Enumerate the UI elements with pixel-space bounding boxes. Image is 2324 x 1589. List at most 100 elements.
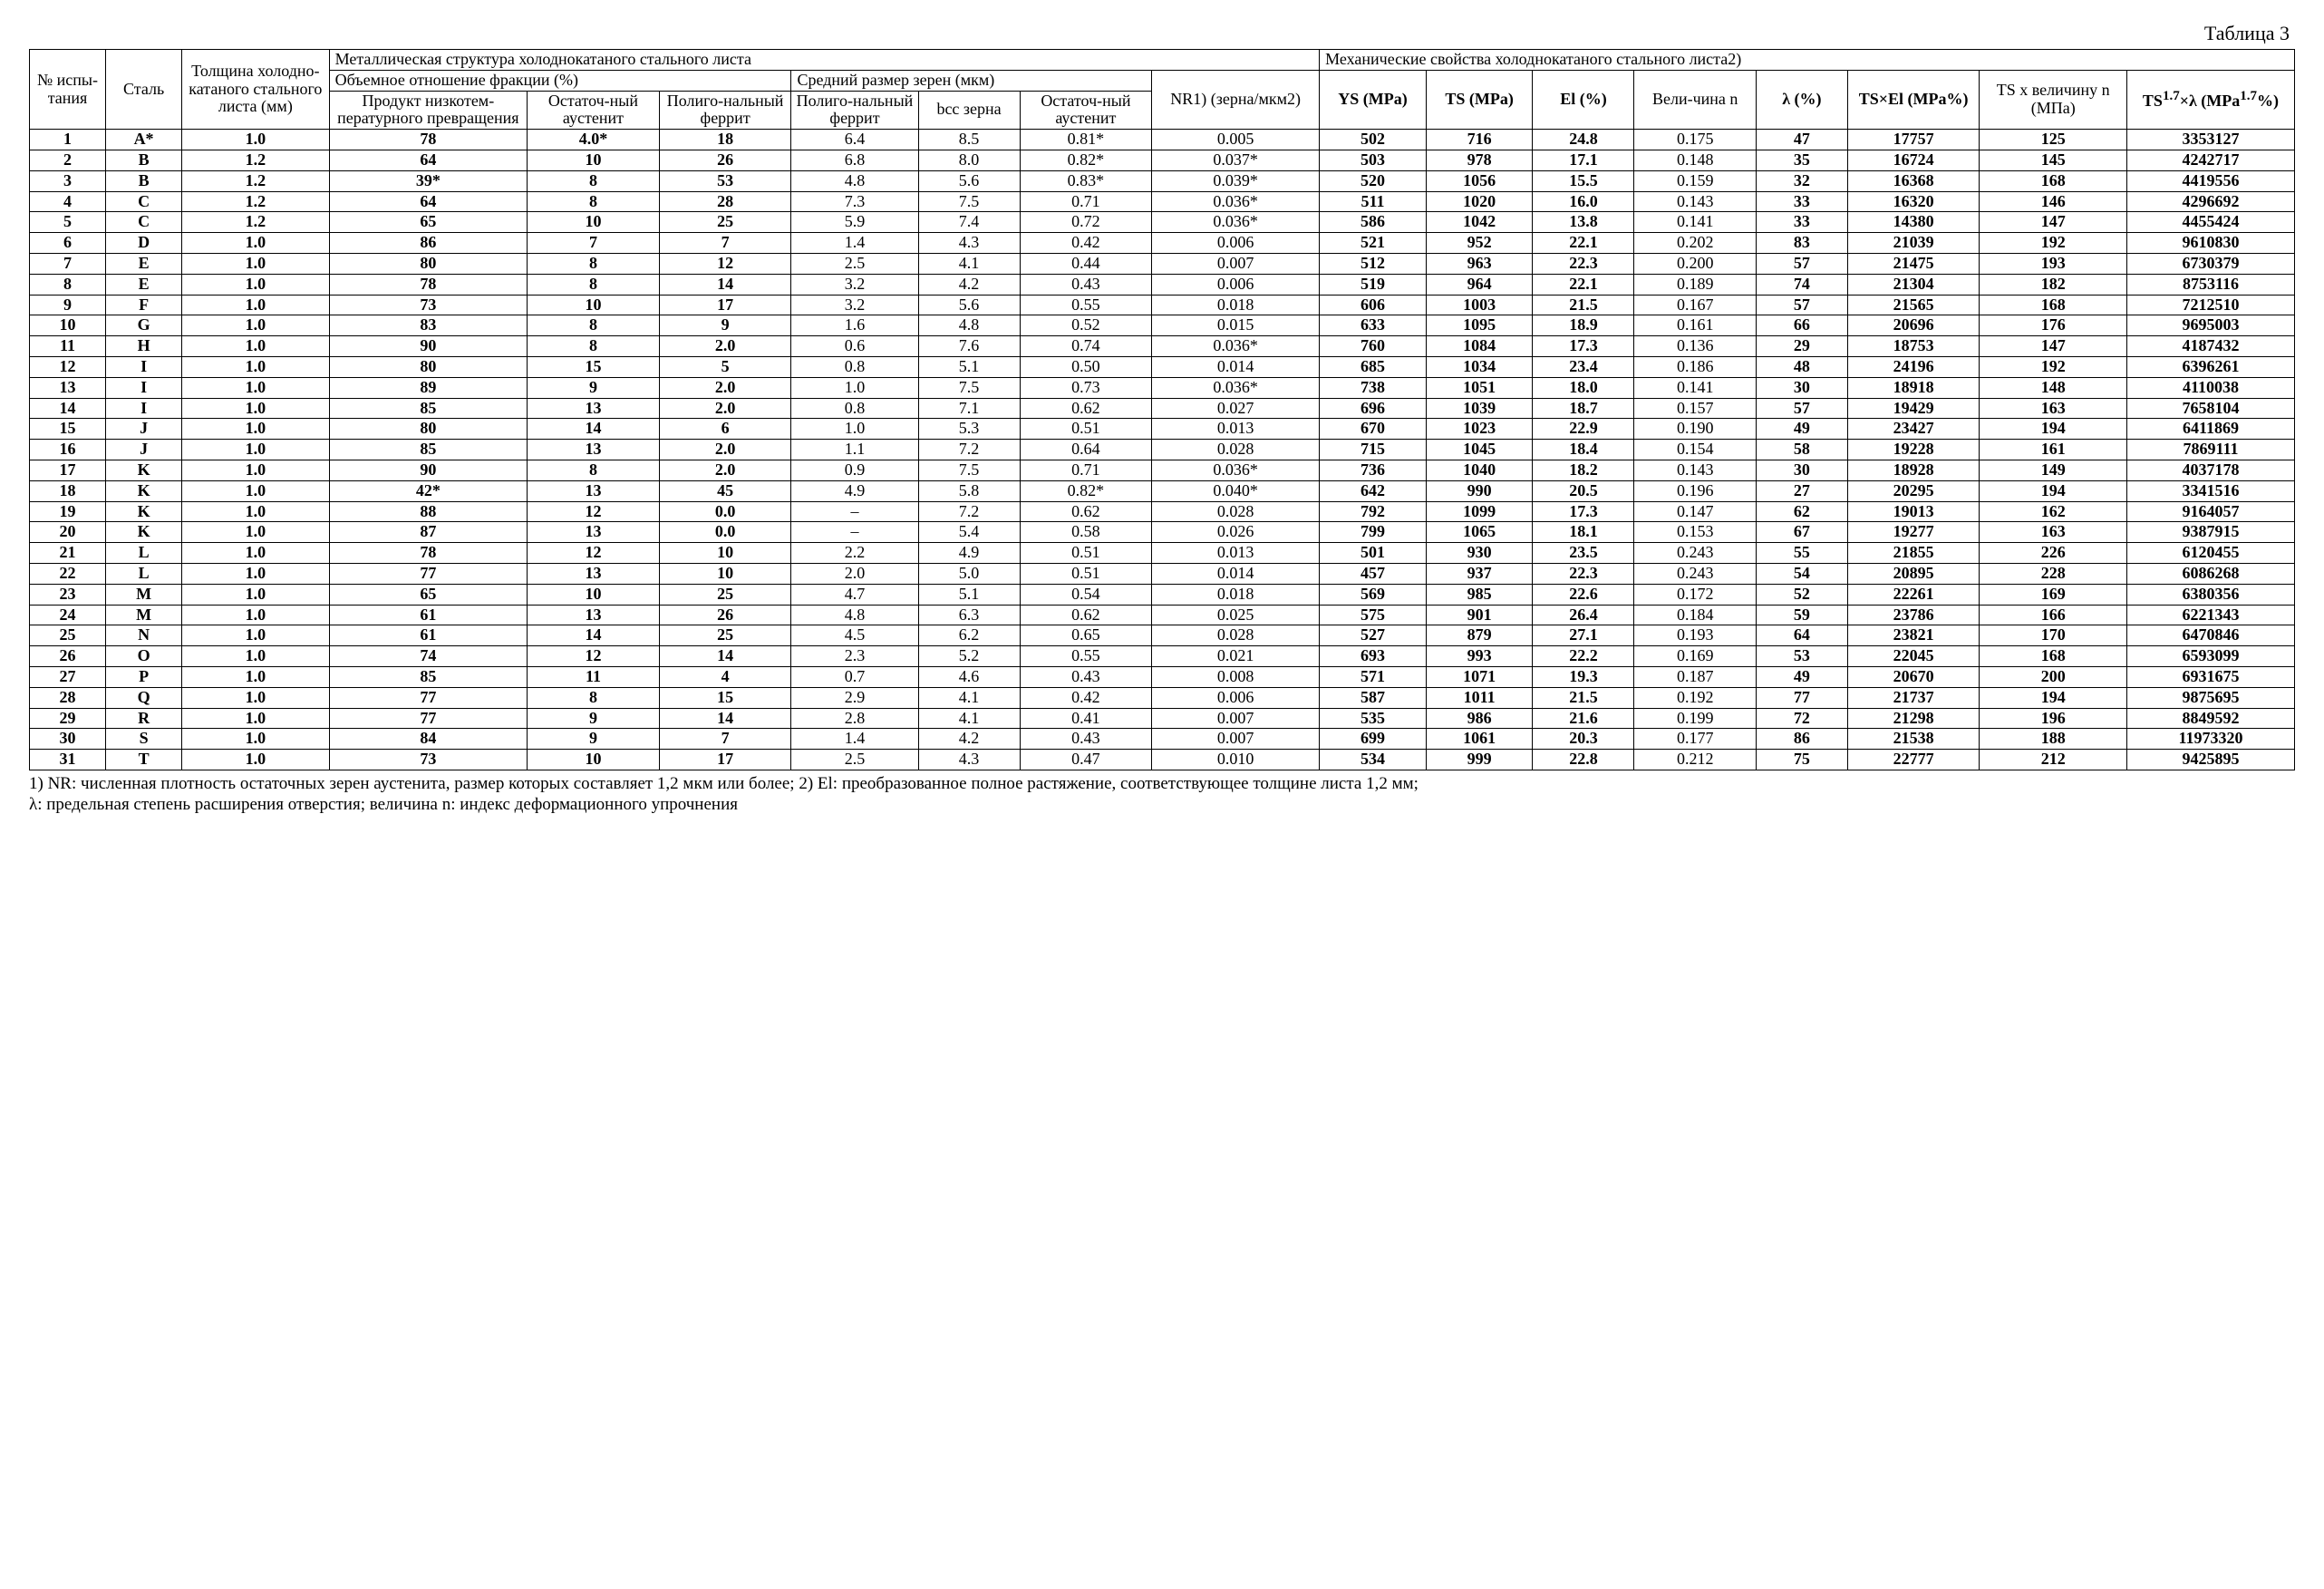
cell-steel: K	[106, 522, 182, 543]
cell-nr: 0.013	[1152, 419, 1320, 440]
cell-tsel: 22045	[1847, 646, 1980, 667]
cell-p: 88	[329, 501, 528, 522]
cell-lam: 57	[1756, 398, 1847, 419]
cell-nr: 0.025	[1152, 605, 1320, 625]
hdr-el: El (%)	[1533, 70, 1634, 129]
cell-n: 29	[30, 708, 106, 729]
cell-n: 2	[30, 150, 106, 170]
cell-tsn: 228	[1980, 563, 2126, 584]
cell-tsl: 9610830	[2126, 233, 2294, 254]
table-row: 24M1.06113264.86.30.620.02557590126.40.1…	[30, 605, 2295, 625]
cell-el: 23.5	[1533, 543, 1634, 564]
hdr-test-no: № испы-тания	[30, 50, 106, 130]
cell-steel: H	[106, 336, 182, 357]
cell-ts: 1071	[1426, 666, 1533, 687]
cell-ts: 1045	[1426, 440, 1533, 460]
table-row: 7E1.0808122.54.10.440.00751296322.30.200…	[30, 253, 2295, 274]
cell-th: 1.0	[182, 522, 329, 543]
cell-th: 1.0	[182, 543, 329, 564]
cell-ys: 736	[1320, 460, 1427, 480]
cell-tsel: 19228	[1847, 440, 1980, 460]
table-row: 12I1.0801550.85.10.500.014685103423.40.1…	[30, 356, 2295, 377]
cell-n: 10	[30, 315, 106, 336]
cell-ys: 521	[1320, 233, 1427, 254]
cell-tsel: 18918	[1847, 377, 1980, 398]
cell-lam: 33	[1756, 191, 1847, 212]
cell-el: 20.3	[1533, 729, 1634, 750]
cell-ra: 8	[528, 460, 660, 480]
cell-steel: L	[106, 543, 182, 564]
cell-steel: N	[106, 625, 182, 646]
cell-pfg: 2.5	[791, 750, 918, 770]
cell-steel: S	[106, 729, 182, 750]
cell-tsn: 168	[1980, 170, 2126, 191]
cell-el: 26.4	[1533, 605, 1634, 625]
cell-pf: 26	[659, 150, 791, 170]
cell-pf: 45	[659, 480, 791, 501]
cell-pf: 10	[659, 563, 791, 584]
cell-el: 24.8	[1533, 130, 1634, 150]
table-row: 6D1.086771.44.30.420.00652195222.10.2028…	[30, 233, 2295, 254]
cell-tsn: 163	[1980, 398, 2126, 419]
cell-lam: 27	[1756, 480, 1847, 501]
cell-pf: 2.0	[659, 377, 791, 398]
cell-nv: 0.243	[1634, 563, 1756, 584]
table-row: 14I1.085132.00.87.10.620.027696103918.70…	[30, 398, 2295, 419]
cell-tsl: 7212510	[2126, 295, 2294, 315]
cell-tsel: 22777	[1847, 750, 1980, 770]
cell-nv: 0.154	[1634, 440, 1756, 460]
cell-ra: 8	[528, 336, 660, 357]
cell-ra: 8	[528, 274, 660, 295]
cell-ts: 1023	[1426, 419, 1533, 440]
cell-pf: 17	[659, 750, 791, 770]
cell-tsl: 7869111	[2126, 440, 2294, 460]
cell-el: 15.5	[1533, 170, 1634, 191]
cell-n: 3	[30, 170, 106, 191]
table-row: 23M1.06510254.75.10.540.01856998522.60.1…	[30, 584, 2295, 605]
cell-ys: 527	[1320, 625, 1427, 646]
cell-nr: 0.007	[1152, 729, 1320, 750]
cell-lam: 72	[1756, 708, 1847, 729]
cell-nv: 0.167	[1634, 295, 1756, 315]
cell-lam: 86	[1756, 729, 1847, 750]
cell-el: 22.1	[1533, 274, 1634, 295]
cell-bcc: 8.5	[918, 130, 1020, 150]
cell-nv: 0.243	[1634, 543, 1756, 564]
cell-bcc: 7.4	[918, 212, 1020, 233]
cell-tsel: 21304	[1847, 274, 1980, 295]
cell-n: 9	[30, 295, 106, 315]
cell-steel: J	[106, 419, 182, 440]
cell-ys: 520	[1320, 170, 1427, 191]
cell-th: 1.0	[182, 440, 329, 460]
cell-ts: 1051	[1426, 377, 1533, 398]
cell-el: 18.9	[1533, 315, 1634, 336]
cell-tsn: 147	[1980, 336, 2126, 357]
cell-nv: 0.175	[1634, 130, 1756, 150]
cell-el: 18.7	[1533, 398, 1634, 419]
cell-lam: 83	[1756, 233, 1847, 254]
cell-th: 1.0	[182, 625, 329, 646]
cell-nr: 0.018	[1152, 295, 1320, 315]
cell-nr: 0.013	[1152, 543, 1320, 564]
cell-ts: 1040	[1426, 460, 1533, 480]
cell-rag: 0.52	[1020, 315, 1152, 336]
cell-bcc: 4.3	[918, 233, 1020, 254]
cell-steel: I	[106, 398, 182, 419]
cell-n: 6	[30, 233, 106, 254]
cell-ys: 502	[1320, 130, 1427, 150]
cell-tsl: 6396261	[2126, 356, 2294, 377]
table-row: 1A*1.0784.0*186.48.50.81*0.00550271624.8…	[30, 130, 2295, 150]
cell-tsel: 21039	[1847, 233, 1980, 254]
cell-ts: 930	[1426, 543, 1533, 564]
hdr-tslambda-c: ×λ (MPa	[2180, 92, 2241, 110]
cell-el: 13.8	[1533, 212, 1634, 233]
cell-steel: M	[106, 584, 182, 605]
cell-nr: 0.036*	[1152, 212, 1320, 233]
hdr-tsel: TS×El (MPa%)	[1847, 70, 1980, 129]
cell-tsl: 4455424	[2126, 212, 2294, 233]
cell-nr: 0.005	[1152, 130, 1320, 150]
cell-ys: 586	[1320, 212, 1427, 233]
cell-th: 1.0	[182, 708, 329, 729]
cell-lam: 49	[1756, 666, 1847, 687]
cell-tsn: 148	[1980, 377, 2126, 398]
